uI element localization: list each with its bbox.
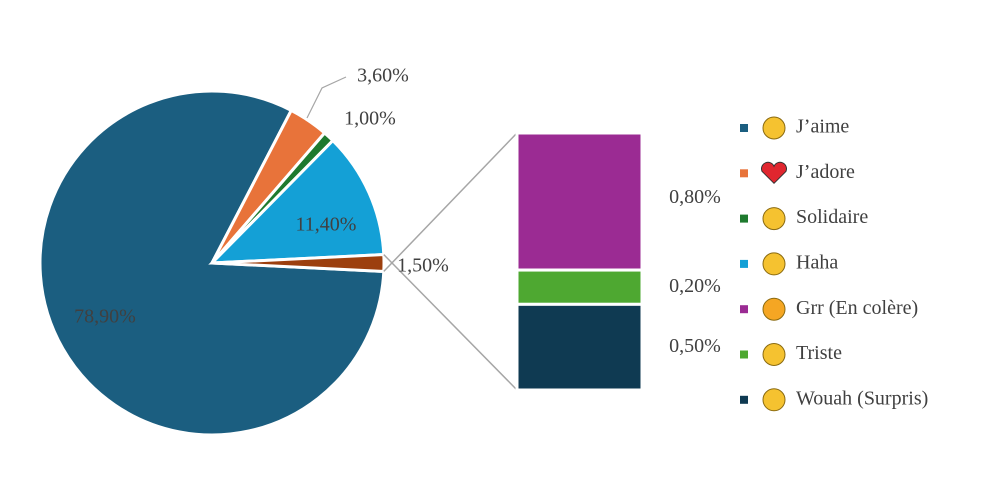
legend-label: J’aime xyxy=(796,116,849,138)
legend-icon xyxy=(762,252,786,276)
data-label: 78,90% xyxy=(74,306,136,328)
bar-segment xyxy=(515,131,644,272)
data-label: 11,40% xyxy=(296,214,357,236)
legend-icon xyxy=(762,388,786,412)
data-label: 1,50% xyxy=(397,255,449,277)
legend-marker xyxy=(740,395,748,404)
legend-marker xyxy=(740,305,748,314)
data-label: 0,20% xyxy=(669,275,721,297)
data-label: 1,00% xyxy=(344,108,396,130)
legend-label: Haha xyxy=(796,251,838,273)
legend-marker xyxy=(740,350,748,359)
data-label: 0,50% xyxy=(669,335,721,357)
pie-slice xyxy=(208,138,386,265)
legend-marker xyxy=(740,124,748,132)
legend-icon xyxy=(762,343,786,366)
legend-icon xyxy=(762,297,786,321)
legend-icon xyxy=(762,207,786,231)
legend-icon xyxy=(762,116,786,140)
connector-line xyxy=(383,254,518,391)
legend-marker xyxy=(740,169,748,178)
legend-label: J’adore xyxy=(796,161,855,183)
bar-segment xyxy=(515,302,644,392)
legend-label: Triste xyxy=(796,342,842,364)
leader-line xyxy=(306,76,347,119)
connector-line xyxy=(383,132,518,272)
legend-label: Grr (En colère) xyxy=(796,297,918,319)
legend-label: Wouah (Surpris) xyxy=(796,387,928,409)
legend-marker xyxy=(740,259,748,268)
data-label: 3,60% xyxy=(357,65,409,87)
legend-icon xyxy=(761,161,787,185)
data-label: 0,80% xyxy=(669,186,721,208)
bar-segment xyxy=(515,268,644,306)
legend-label: Solidaire xyxy=(796,206,868,228)
legend-marker xyxy=(740,214,748,223)
